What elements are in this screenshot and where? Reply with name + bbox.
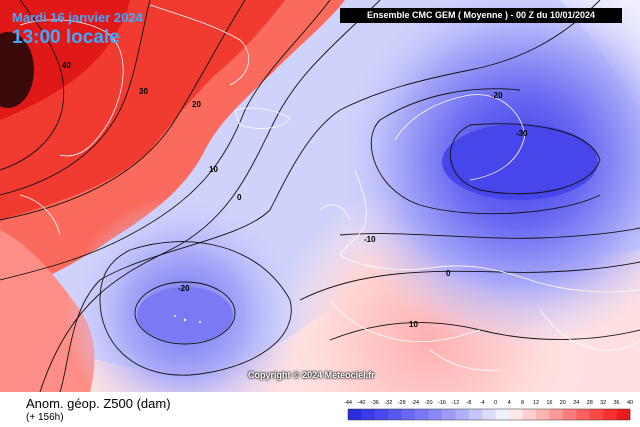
- legend-tick-label: 12: [533, 400, 539, 406]
- legend-swatch: [428, 409, 443, 420]
- contour-label-0: 0: [237, 193, 242, 202]
- copyright-notice: Copyright © 2024 Meteociel.fr: [248, 370, 375, 380]
- contour-label-40: 40: [62, 61, 71, 70]
- legend-tick-label: -20: [425, 400, 433, 406]
- legend-tick-label: -40: [357, 400, 365, 406]
- legend-tick-label: 24: [573, 400, 579, 406]
- contour-label-10: 10: [209, 165, 218, 174]
- legend-tick-label: -8: [466, 400, 471, 406]
- legend-swatch: [361, 409, 376, 420]
- coastlines: [19, 4, 640, 371]
- contour-labels: 40 30 20 10 0 -20 -20 -30 -10 0 10: [62, 61, 528, 329]
- legend-tick-label: 32: [600, 400, 606, 406]
- contour-lines: [0, 0, 640, 392]
- legend-swatch: [562, 409, 577, 420]
- legend-tick-label: 4: [508, 400, 511, 406]
- contour-label-minus20-atlantic: -20: [178, 284, 190, 293]
- legend-tick-label: -44: [344, 400, 352, 406]
- legend-tick-label: 0: [494, 400, 497, 406]
- contour-label-20: 20: [192, 100, 201, 109]
- contour-label-minus20-scandinavia: -20: [491, 91, 503, 100]
- legend-swatch: [616, 409, 631, 420]
- legend-swatch: [603, 409, 617, 420]
- legend-tick-label: -24: [411, 400, 419, 406]
- field-title: Anom. géop. Z500 (dam): [26, 396, 171, 411]
- legend-tick-label: -36: [371, 400, 379, 406]
- legend-border: [347, 408, 631, 421]
- legend-swatch: [509, 409, 523, 420]
- legend-swatch: [455, 409, 470, 420]
- forecast-local-time: 13:00 locale: [12, 27, 120, 48]
- legend-tick-label: -16: [438, 400, 446, 406]
- legend-swatch: [536, 409, 550, 420]
- legend-swatch: [468, 409, 483, 420]
- scandinavia-low-core: [442, 124, 598, 200]
- atlantic-low-core: [137, 287, 233, 343]
- contour-label-minus30: -30: [516, 129, 528, 138]
- legend-swatch: [589, 409, 604, 420]
- legend-swatch: [388, 409, 403, 420]
- legend-tick-label: 40: [627, 400, 633, 406]
- color-scale-legend: -44 -40 -36 -32 -28 -24 -20 -16 -12 -8 -4 0 4 8 12 16 20…: [344, 400, 633, 421]
- contour-label-30: 30: [139, 87, 148, 96]
- legend-tick-label: -12: [451, 400, 459, 406]
- legend-swatch: [549, 409, 564, 420]
- legend-swatch: [442, 409, 456, 420]
- legend-swatch: [482, 409, 497, 420]
- legend-swatch: [401, 409, 416, 420]
- lead-time: (+ 156h): [26, 412, 64, 423]
- legend-tick-label: -28: [398, 400, 406, 406]
- legend-tick-label: 20: [560, 400, 566, 406]
- legend-tick-label: -4: [480, 400, 485, 406]
- map-footer: Anom. géop. Z500 (dam) (+ 156h) -44 -40 -3…: [0, 392, 640, 427]
- forecast-date: Mardi 16 janvier 2024: [12, 10, 143, 25]
- islands: [174, 315, 201, 323]
- contour-label-minus10: -10: [364, 235, 376, 244]
- legend-tick-label: 8: [521, 400, 524, 406]
- legend-swatch: [522, 409, 537, 420]
- legend-swatch: [374, 409, 389, 420]
- contour-label-10-mediterranean: 10: [409, 320, 418, 329]
- legend-tick-label: 16: [546, 400, 552, 406]
- legend-tick-label: 36: [614, 400, 620, 406]
- legend-tick-label: -32: [384, 400, 392, 406]
- legend-swatch: [576, 409, 591, 420]
- legend-swatch: [348, 409, 362, 420]
- contour-label-0-europe: 0: [446, 269, 451, 278]
- anomaly-map: 40 30 20 10 0 -20 -20 -30 -10 0 10: [0, 0, 640, 392]
- model-run-banner: Ensemble CMC GEM ( Moyenne ) - 00 Z du 1…: [340, 8, 622, 23]
- legend-swatch: [415, 409, 429, 420]
- legend-tick-label: 28: [587, 400, 593, 406]
- legend-swatch: [495, 409, 510, 420]
